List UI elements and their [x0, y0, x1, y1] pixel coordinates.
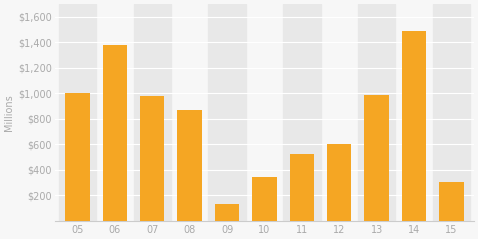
Bar	[208, 4, 246, 221]
Bar	[140, 97, 164, 221]
Bar	[65, 93, 89, 221]
Bar	[59, 4, 96, 221]
Bar	[283, 4, 321, 221]
Bar	[133, 4, 171, 221]
Bar	[358, 4, 395, 221]
Bar	[327, 144, 351, 221]
Y-axis label: Millions: Millions	[4, 94, 14, 131]
Bar	[252, 177, 277, 221]
Bar	[290, 154, 314, 221]
Bar	[402, 31, 426, 221]
Bar	[215, 204, 239, 221]
Bar	[177, 110, 202, 221]
Bar	[364, 95, 389, 221]
Bar	[439, 182, 464, 221]
Bar	[103, 45, 127, 221]
Bar	[433, 4, 470, 221]
